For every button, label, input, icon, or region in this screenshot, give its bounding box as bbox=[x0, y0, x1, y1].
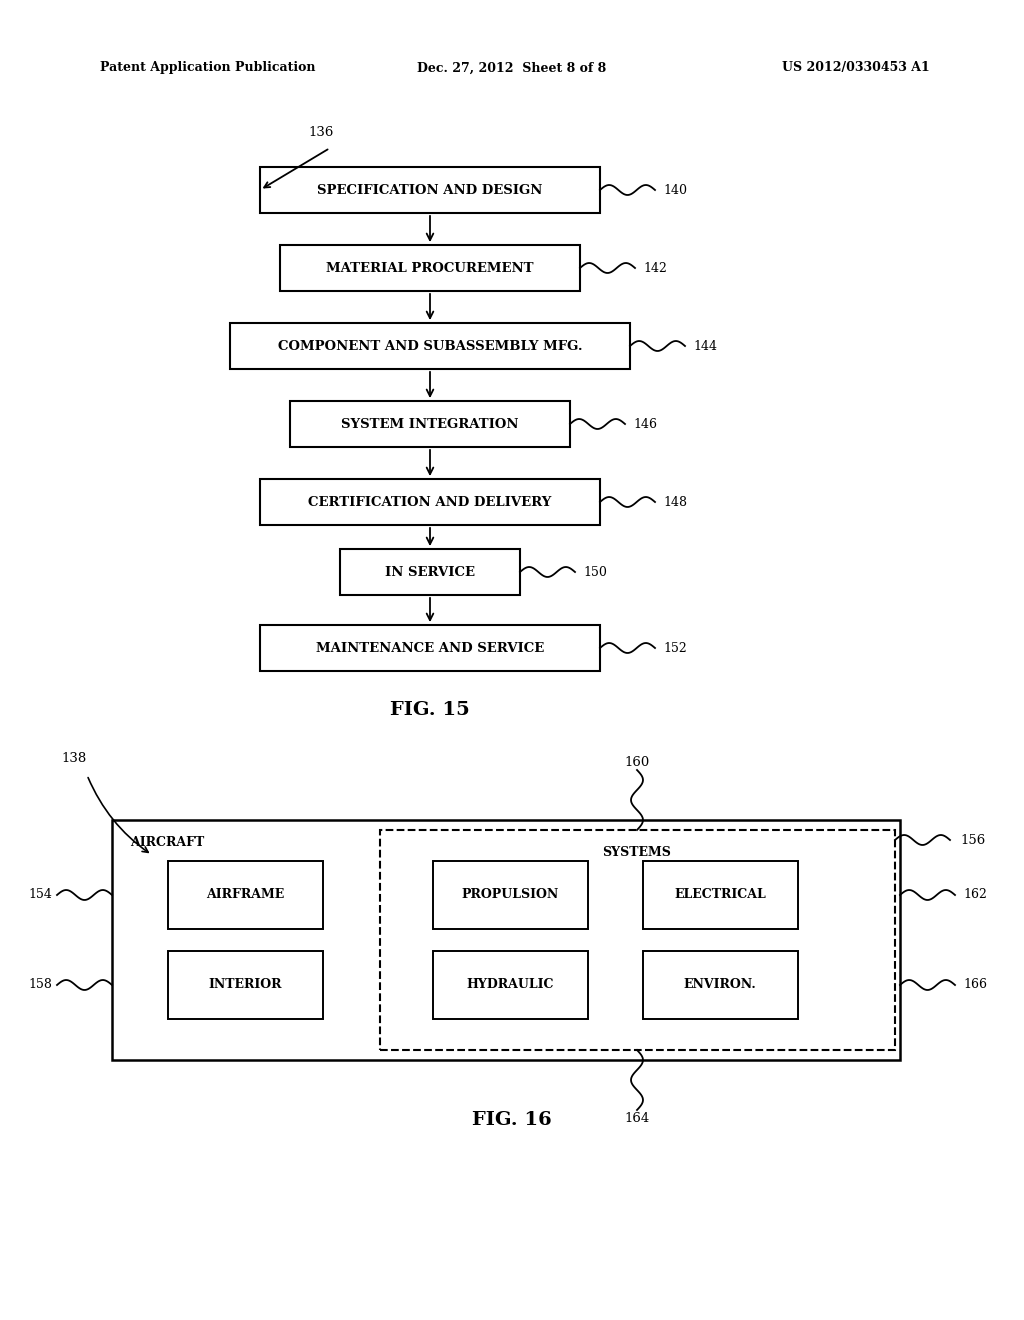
Text: 160: 160 bbox=[625, 755, 649, 768]
Text: 148: 148 bbox=[663, 495, 687, 508]
Text: 152: 152 bbox=[663, 642, 687, 655]
Bar bbox=[380, 830, 895, 1049]
Text: 156: 156 bbox=[961, 833, 985, 846]
Text: Dec. 27, 2012  Sheet 8 of 8: Dec. 27, 2012 Sheet 8 of 8 bbox=[418, 62, 606, 74]
Text: MAINTENANCE AND SERVICE: MAINTENANCE AND SERVICE bbox=[315, 642, 544, 655]
Bar bbox=[280, 246, 580, 290]
Text: SYSTEM INTEGRATION: SYSTEM INTEGRATION bbox=[341, 417, 519, 430]
Text: 144: 144 bbox=[693, 339, 717, 352]
Text: 146: 146 bbox=[633, 417, 657, 430]
Text: FIG. 15: FIG. 15 bbox=[390, 701, 470, 719]
Text: AIRCRAFT: AIRCRAFT bbox=[130, 836, 204, 849]
Text: SYSTEMS: SYSTEMS bbox=[602, 846, 672, 858]
Text: 154: 154 bbox=[28, 888, 52, 902]
Bar bbox=[290, 401, 570, 447]
Text: 166: 166 bbox=[963, 978, 987, 991]
Bar bbox=[168, 861, 323, 929]
Text: 138: 138 bbox=[61, 751, 87, 764]
Text: ENVIRON.: ENVIRON. bbox=[684, 978, 757, 991]
Text: INTERIOR: INTERIOR bbox=[208, 978, 282, 991]
Bar bbox=[340, 549, 520, 595]
Text: ELECTRICAL: ELECTRICAL bbox=[674, 888, 766, 902]
Bar bbox=[433, 950, 588, 1019]
Bar bbox=[433, 861, 588, 929]
Text: 140: 140 bbox=[663, 183, 687, 197]
Text: AIRFRAME: AIRFRAME bbox=[206, 888, 284, 902]
Bar bbox=[643, 861, 798, 929]
Bar bbox=[643, 950, 798, 1019]
Bar bbox=[230, 323, 630, 370]
Text: 158: 158 bbox=[28, 978, 52, 991]
Bar bbox=[260, 479, 600, 525]
Text: 162: 162 bbox=[963, 888, 987, 902]
Text: Patent Application Publication: Patent Application Publication bbox=[100, 62, 315, 74]
Bar bbox=[260, 624, 600, 671]
Text: FIG. 16: FIG. 16 bbox=[472, 1111, 552, 1129]
Text: IN SERVICE: IN SERVICE bbox=[385, 565, 475, 578]
Text: 150: 150 bbox=[583, 565, 607, 578]
Text: MATERIAL PROCUREMENT: MATERIAL PROCUREMENT bbox=[327, 261, 534, 275]
Text: 142: 142 bbox=[643, 261, 667, 275]
Text: HYDRAULIC: HYDRAULIC bbox=[466, 978, 554, 991]
Bar bbox=[168, 950, 323, 1019]
Text: US 2012/0330453 A1: US 2012/0330453 A1 bbox=[782, 62, 930, 74]
Bar bbox=[112, 820, 900, 1060]
Text: 136: 136 bbox=[308, 125, 334, 139]
Text: CERTIFICATION AND DELIVERY: CERTIFICATION AND DELIVERY bbox=[308, 495, 552, 508]
Text: SPECIFICATION AND DESIGN: SPECIFICATION AND DESIGN bbox=[317, 183, 543, 197]
Bar bbox=[260, 168, 600, 213]
Text: PROPULSION: PROPULSION bbox=[462, 888, 559, 902]
Text: COMPONENT AND SUBASSEMBLY MFG.: COMPONENT AND SUBASSEMBLY MFG. bbox=[278, 339, 583, 352]
Text: 164: 164 bbox=[625, 1111, 649, 1125]
